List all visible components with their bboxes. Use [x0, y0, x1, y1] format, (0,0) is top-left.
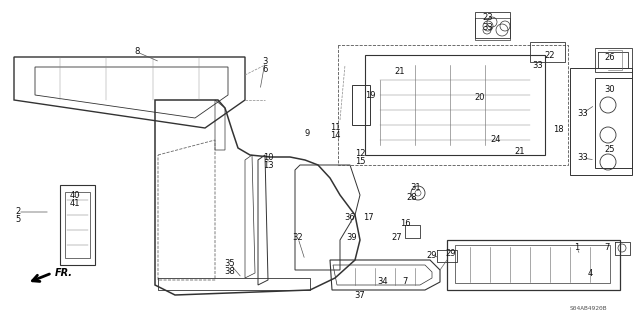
Text: 19: 19 — [365, 91, 375, 100]
Text: 3: 3 — [262, 57, 268, 66]
Text: 30: 30 — [605, 85, 615, 94]
Text: 11: 11 — [330, 122, 340, 131]
Text: 21: 21 — [395, 68, 405, 77]
Text: 1: 1 — [574, 243, 580, 253]
Text: 24: 24 — [491, 136, 501, 145]
Text: 4: 4 — [588, 270, 593, 278]
Text: 34: 34 — [378, 277, 388, 286]
Text: 28: 28 — [406, 194, 417, 203]
Text: 41: 41 — [70, 198, 80, 207]
Text: 22: 22 — [545, 50, 556, 60]
Text: 31: 31 — [411, 183, 421, 192]
Text: 33: 33 — [483, 24, 493, 33]
Text: 15: 15 — [355, 157, 365, 166]
Text: 23: 23 — [483, 13, 493, 23]
Text: 21: 21 — [515, 147, 525, 157]
Text: 5: 5 — [15, 216, 20, 225]
Text: 27: 27 — [392, 233, 403, 241]
Text: 9: 9 — [305, 129, 310, 137]
Text: 7: 7 — [604, 243, 610, 253]
Text: 40: 40 — [70, 190, 80, 199]
Text: 29: 29 — [445, 249, 456, 257]
Text: 17: 17 — [363, 213, 373, 222]
Text: S04AB4920B: S04AB4920B — [569, 307, 607, 311]
Text: 38: 38 — [225, 268, 236, 277]
Text: 36: 36 — [344, 213, 355, 222]
Text: 25: 25 — [605, 145, 615, 154]
Text: 2: 2 — [15, 207, 20, 217]
Text: 20: 20 — [475, 93, 485, 102]
Text: 32: 32 — [292, 234, 303, 242]
Text: 10: 10 — [263, 152, 273, 161]
Text: 35: 35 — [225, 259, 236, 269]
Text: 18: 18 — [553, 125, 563, 135]
Text: 13: 13 — [262, 160, 273, 169]
Text: 29: 29 — [427, 250, 437, 259]
Text: 7: 7 — [403, 277, 408, 286]
Text: 33: 33 — [578, 153, 588, 162]
Text: 14: 14 — [330, 130, 340, 139]
Text: 8: 8 — [134, 48, 140, 56]
Text: 33: 33 — [532, 61, 543, 70]
Text: 39: 39 — [347, 233, 357, 241]
Text: 6: 6 — [262, 65, 268, 75]
Text: 12: 12 — [355, 149, 365, 158]
Text: 16: 16 — [400, 219, 410, 227]
Text: 33: 33 — [578, 108, 588, 117]
Text: 26: 26 — [605, 53, 615, 62]
Text: FR.: FR. — [55, 268, 73, 278]
Text: 37: 37 — [355, 292, 365, 300]
